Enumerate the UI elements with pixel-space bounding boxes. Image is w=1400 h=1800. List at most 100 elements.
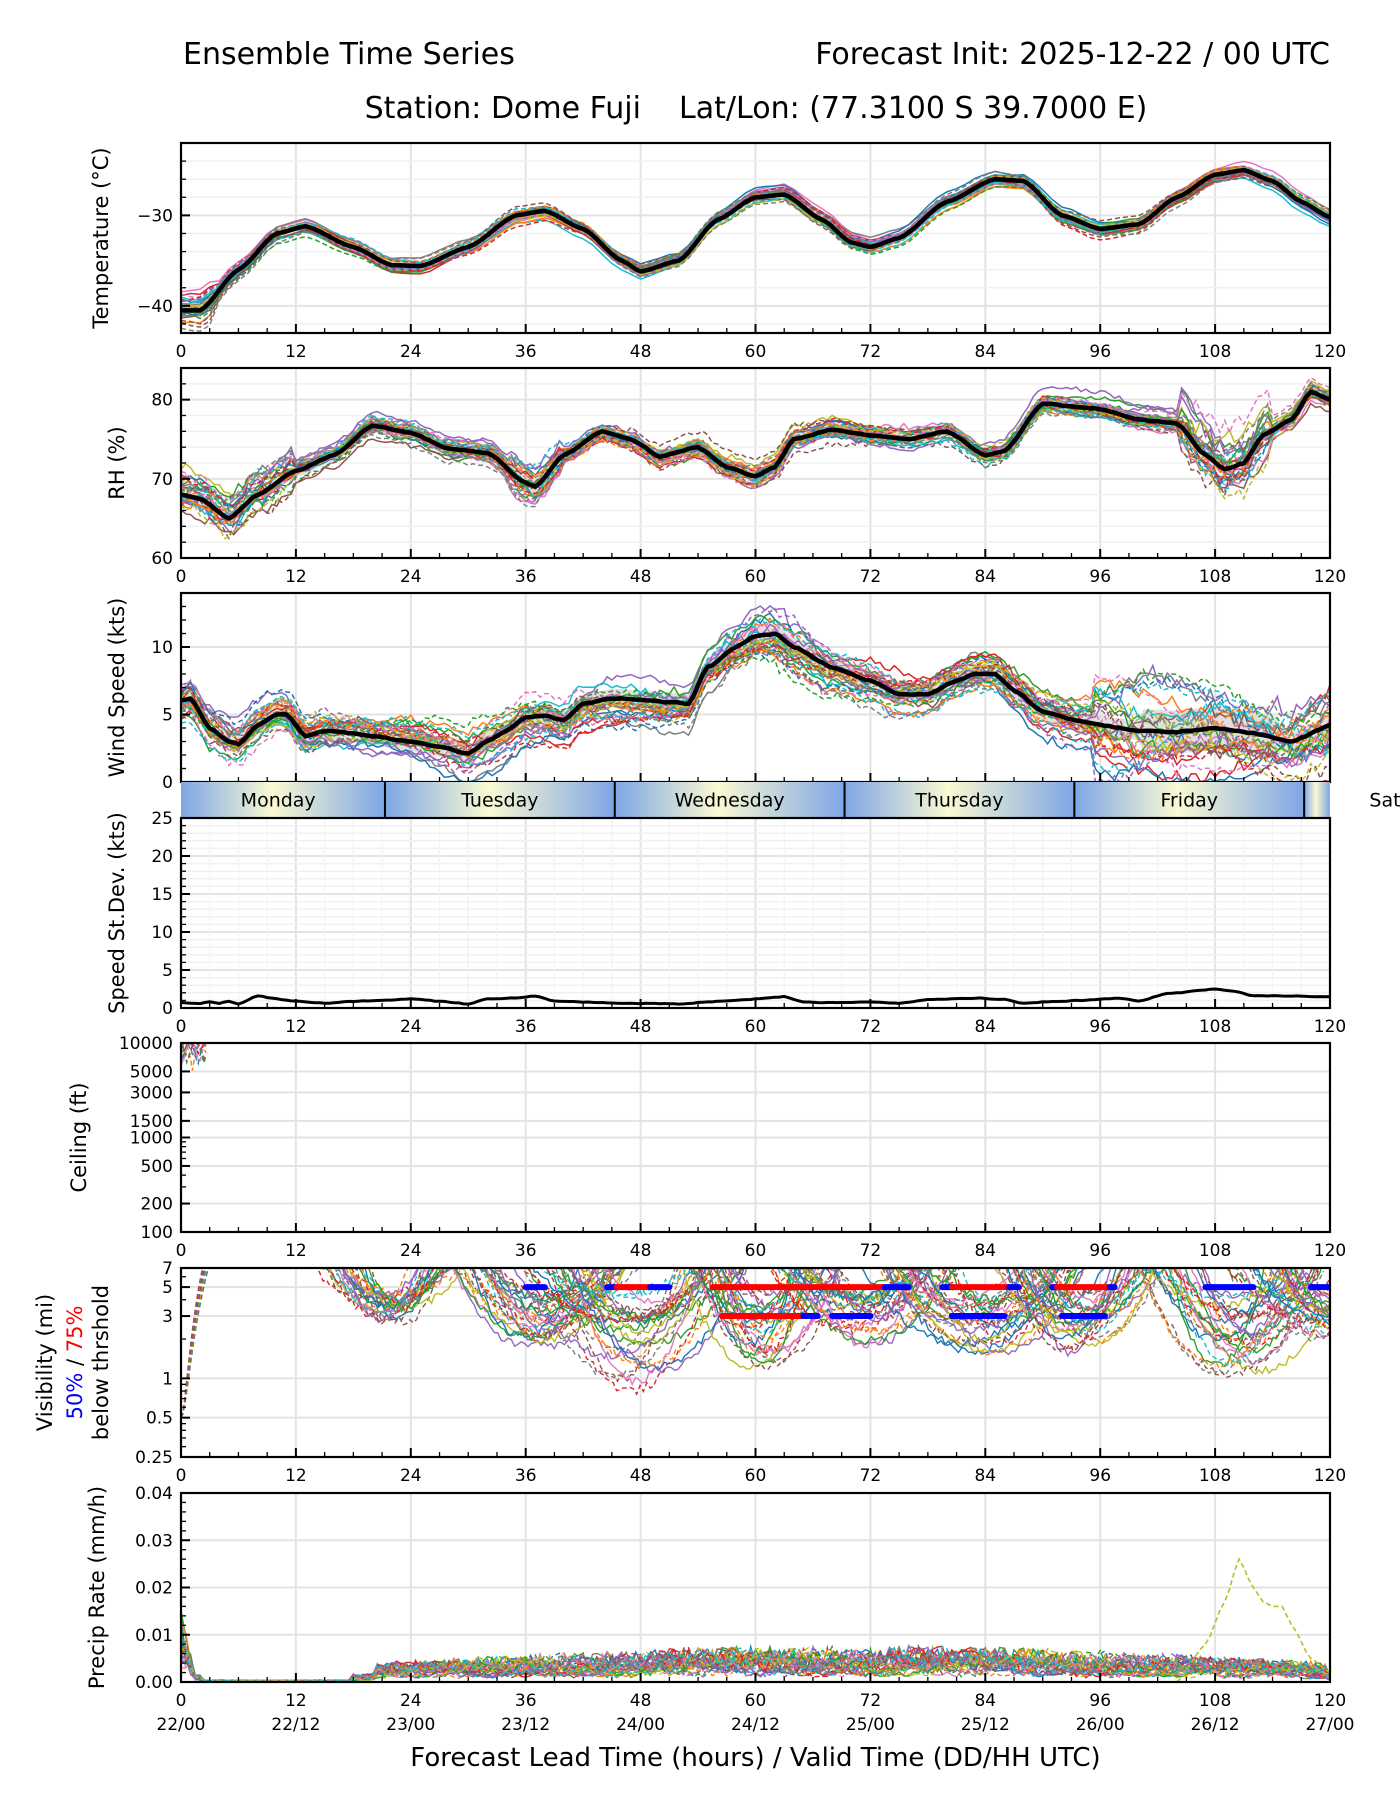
ensemble-member-line <box>895 1268 1078 1353</box>
y-tick-label: 60 <box>151 549 173 569</box>
x-tick-label: 12 <box>285 1241 307 1261</box>
ensemble-member-line <box>707 1268 794 1359</box>
panel-speed_stdev: 0 5 10 15 20 25 0 12 24 36 48 60 72 84 96 108 120 Speed S… <box>105 809 1346 1037</box>
day-label: Monday <box>241 790 316 812</box>
y-axis-label: Temperature (°C) <box>89 147 113 329</box>
y-tick-label: 500 <box>141 1157 173 1177</box>
ensemble-member-line <box>181 1638 1330 1682</box>
y-axis-label-percentiles: 50% / 75% <box>63 1306 87 1420</box>
plot-area-rh <box>181 376 1330 541</box>
ensemble-member-line <box>884 1268 1044 1307</box>
day-segment <box>1074 782 1305 817</box>
ensemble-member-line <box>540 1268 698 1300</box>
ensemble-member-line <box>525 1268 714 1325</box>
title-right: Forecast Init: 2025-12-22 / 00 UTC <box>815 37 1330 72</box>
ensemble-member-line <box>771 1268 933 1336</box>
x-tick-label: 60 <box>745 1691 767 1711</box>
x-tick-label: 84 <box>974 1241 996 1261</box>
ensemble-member-line <box>1190 1268 1318 1366</box>
y-tick-label: 5 <box>162 706 173 726</box>
ensemble-member-line <box>591 1268 692 1324</box>
ensemble-member-line <box>547 1268 715 1396</box>
ensemble-member-line <box>829 1268 924 1320</box>
ensemble-member-line <box>715 1268 845 1364</box>
ensemble-member-line <box>1021 1268 1157 1348</box>
ensemble-member-line <box>1163 1268 1330 1347</box>
x-tick-label: 108 <box>1199 1466 1231 1486</box>
y-tick-label: 20 <box>151 847 173 867</box>
ensemble-member-line <box>324 1268 431 1320</box>
x-tick-label: 0 <box>176 1017 187 1037</box>
stdev-line <box>181 987 1330 1006</box>
ensemble-member-line <box>1025 1268 1125 1301</box>
x-tick-label: 84 <box>974 1466 996 1486</box>
ensemble-member-line <box>881 1268 1073 1348</box>
y-tick-label: −40 <box>137 297 173 317</box>
ensemble-member-line <box>181 1043 207 1055</box>
day-segment <box>384 782 615 817</box>
x-tick-label: 12 <box>285 1466 307 1486</box>
day-segment <box>614 782 845 817</box>
ensemble-member-line <box>526 1268 713 1334</box>
x-tick-label: 36 <box>515 342 537 362</box>
x-tick-label: 96 <box>1089 342 1111 362</box>
ensemble-member-line <box>993 1268 1143 1338</box>
ensemble-member-line <box>699 1268 798 1347</box>
ensemble-member-line <box>181 1640 1330 1682</box>
x-tick-label: 24 <box>400 1017 422 1037</box>
ensemble-member-line <box>1248 1268 1330 1339</box>
x-tick-label: 24 <box>400 1241 422 1261</box>
x-tick-label: 84 <box>974 567 996 587</box>
ensemble-member-line <box>181 638 1330 764</box>
ensemble-member-line <box>787 1268 923 1332</box>
x-tick-label: 108 <box>1199 1241 1231 1261</box>
ensemble-member-line <box>469 1268 625 1324</box>
x-tick-label: 108 <box>1199 1017 1231 1037</box>
ensemble-member-line <box>181 1269 209 1419</box>
ensemble-member-line <box>587 1268 696 1334</box>
x-tick-label: 12 <box>285 567 307 587</box>
ensemble-member-line <box>1137 1268 1297 1370</box>
x-tick-label: 48 <box>630 567 652 587</box>
ensemble-member-line <box>181 607 1330 782</box>
ensemble-member-line <box>1149 1268 1284 1312</box>
x-tick-label: 96 <box>1089 1466 1111 1486</box>
x-tick-label: 12 <box>285 1017 307 1037</box>
ensemble-member-line <box>181 638 1330 757</box>
ensemble-member-line <box>698 1268 793 1331</box>
x-tick-label: 24 <box>400 342 422 362</box>
ensemble-member-line <box>356 1268 422 1325</box>
ensemble-member-line <box>181 399 1330 508</box>
ensemble-member-line <box>1172 1268 1320 1320</box>
y-tick-label: 80 <box>151 391 173 411</box>
plot-area-ceiling <box>181 1043 207 1071</box>
panel-temperature: −40 −30 0 12 24 36 48 60 72 84 96 108 120 Temperature… <box>89 141 1346 362</box>
ensemble-member-line <box>181 1043 207 1066</box>
ensemble-member-line <box>455 1268 589 1312</box>
x-tick-label: 60 <box>745 567 767 587</box>
ensemble-member-line <box>1152 1268 1295 1300</box>
ensemble-member-line <box>768 1268 914 1328</box>
ensemble-member-line <box>1267 1268 1330 1314</box>
x-tick-label-valid-time: 23/00 <box>386 1715 435 1735</box>
title-left: Ensemble Time Series <box>183 37 515 72</box>
y-tick-label: 10 <box>151 638 173 658</box>
x-tick-label: 0 <box>176 342 187 362</box>
ensemble-member-line <box>776 1268 934 1300</box>
x-tick-label: 24 <box>400 1691 422 1711</box>
y-tick-label: 3000 <box>130 1083 173 1103</box>
ensemble-member-line <box>1015 1268 1123 1353</box>
x-tick-label: 72 <box>860 342 882 362</box>
ensemble-member-line <box>1031 1268 1165 1340</box>
y-tick-label: 0.5 <box>146 1409 173 1429</box>
x-tick-label: 24 <box>400 1466 422 1486</box>
ensemble-member-line <box>1241 1268 1330 1338</box>
ensemble-mean-line <box>181 389 1330 521</box>
ensemble-member-line <box>492 1268 641 1312</box>
ensemble-member-line <box>523 1268 704 1380</box>
x-tick-label: 48 <box>630 342 652 362</box>
x-tick-label-valid-time: 26/00 <box>1076 1715 1125 1735</box>
ensemble-member-line <box>181 388 1330 502</box>
ensemble-member-line <box>1168 1268 1265 1368</box>
x-axis-label: Forecast Lead Time (hours) / Valid Time … <box>410 1743 1100 1773</box>
